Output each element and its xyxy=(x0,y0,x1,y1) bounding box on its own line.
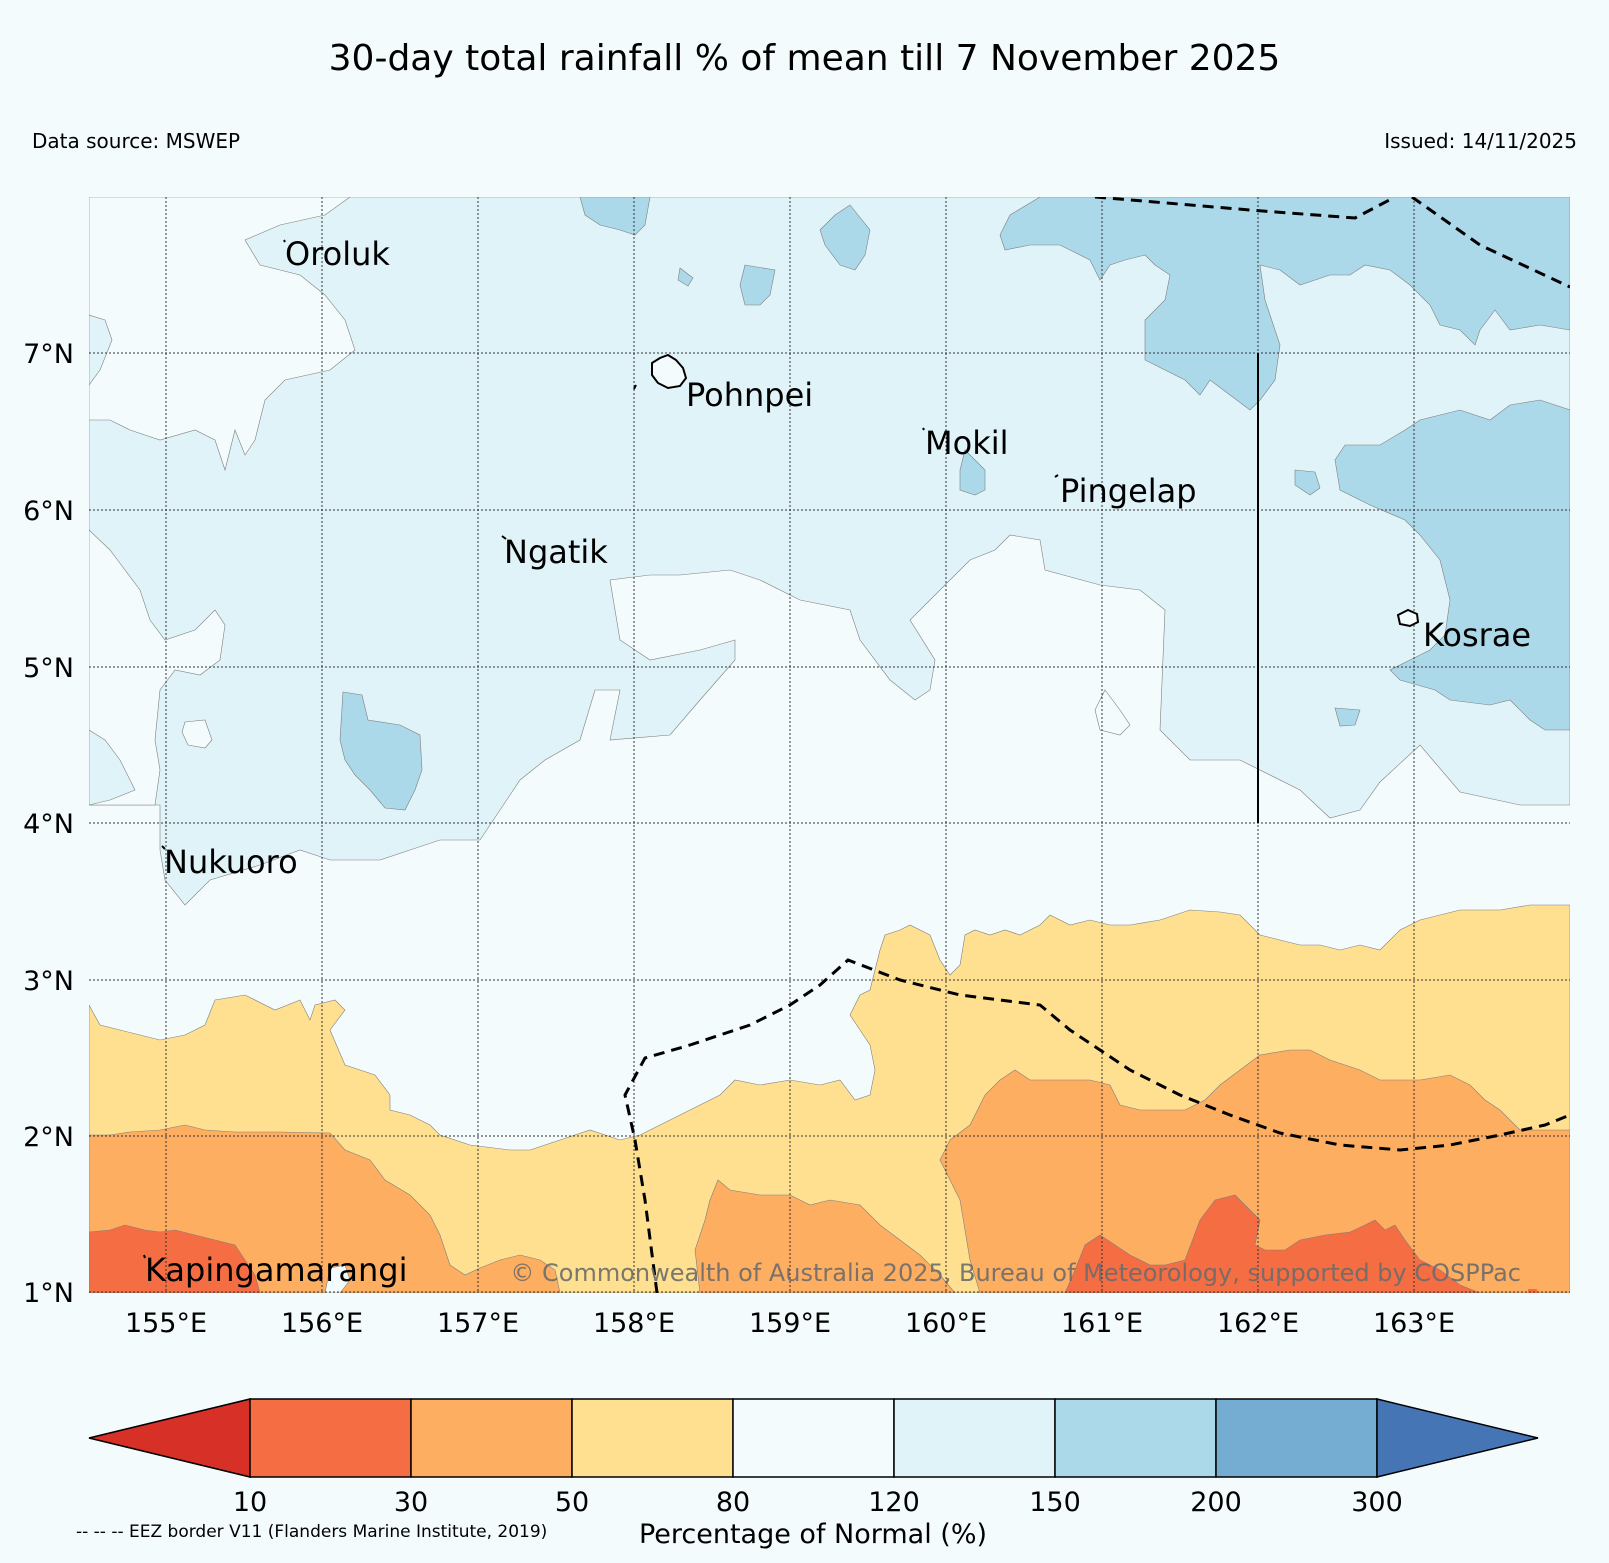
band-80-120-patch xyxy=(89,197,356,472)
longitude-labels: 155°E 156°E 157°E 158°E 159°E 160°E 161°… xyxy=(125,1308,1455,1339)
band-10-30 xyxy=(1064,1194,1481,1293)
pohnpei-island-outline xyxy=(651,353,688,390)
colorbar-tick-label: 150 xyxy=(1029,1487,1081,1518)
band-150-200 xyxy=(959,449,986,496)
ngatik-atoll-mark xyxy=(501,535,507,540)
band-150-200 xyxy=(999,197,1570,411)
colorbar-tick-label: 10 xyxy=(233,1487,267,1518)
lon-label: 157°E xyxy=(437,1308,519,1339)
colorbar-swatch xyxy=(1054,1398,1217,1478)
band-150-200 xyxy=(1294,469,1321,496)
colorbar-extend-low xyxy=(88,1398,251,1478)
place-label-kosrae: Kosrae xyxy=(1423,616,1531,654)
colorbar-ticks: 10 30 50 80 120 150 200 300 xyxy=(233,1487,1403,1518)
lat-label: 7°N xyxy=(23,339,74,370)
mokil-atoll-mark xyxy=(922,427,925,431)
place-label-mokil: Mokil xyxy=(925,424,1009,462)
band-120-150-islet xyxy=(89,729,136,806)
band-80-120-patch xyxy=(181,719,213,749)
lon-label: 161°E xyxy=(1061,1308,1143,1339)
band-30-50 xyxy=(939,1049,1570,1293)
colorbar-tick-label: 80 xyxy=(716,1487,750,1518)
lon-label: 162°E xyxy=(1217,1308,1299,1339)
pingelap-atoll-mark xyxy=(1054,474,1059,478)
lat-label: 2°N xyxy=(23,1122,74,1153)
issued-date-label: Issued: 14/11/2025 xyxy=(1384,129,1577,153)
lat-label: 1°N xyxy=(23,1278,74,1309)
data-source-label: Data source: MSWEP xyxy=(32,129,241,153)
lat-label: 3°N xyxy=(23,966,74,997)
colorbar-swatch xyxy=(732,1398,895,1478)
place-label-kapingamarangi: Kapingamarangi xyxy=(145,1251,407,1289)
colorbar-tick-label: 300 xyxy=(1351,1487,1403,1518)
band-150-200 xyxy=(579,197,651,236)
kosrae-island-outline xyxy=(1396,608,1420,628)
colorbar-extend-high xyxy=(1376,1398,1539,1478)
kapingamarangi-atoll-mark xyxy=(143,1254,146,1259)
place-label-oroluk: Oroluk xyxy=(285,235,390,273)
lon-label: 156°E xyxy=(281,1308,363,1339)
band-80-120-patch xyxy=(324,1264,351,1293)
lon-label: 158°E xyxy=(593,1308,675,1339)
lon-label: 163°E xyxy=(1373,1308,1455,1339)
band-10-30 xyxy=(89,1224,261,1293)
band-150-200 xyxy=(1334,707,1361,727)
map-title: 30-day total rainfall % of mean till 7 N… xyxy=(328,38,1281,79)
lon-label: 160°E xyxy=(905,1308,987,1339)
colorbar-swatch xyxy=(893,1398,1056,1478)
band-80-120-patch xyxy=(1094,689,1131,736)
band-150-200 xyxy=(339,691,423,811)
lat-label: 4°N xyxy=(23,809,74,840)
colorbar-tick-label: 50 xyxy=(555,1487,589,1518)
pohnpei-islet-mark xyxy=(633,384,637,390)
colorbar-tick-label: 30 xyxy=(394,1487,428,1518)
colorbar xyxy=(88,1398,1539,1478)
oroluk-atoll-mark xyxy=(283,239,286,243)
lat-label: 5°N xyxy=(23,653,74,684)
eez-legend-note: -- -- -- EEZ border V11 (Flanders Marine… xyxy=(76,1522,548,1542)
place-label-pingelap: Pingelap xyxy=(1060,472,1197,510)
colorbar-swatch xyxy=(410,1398,573,1478)
colorbar-tick-label: 200 xyxy=(1190,1487,1242,1518)
lon-label: 159°E xyxy=(749,1308,831,1339)
band-30-50 xyxy=(694,1179,956,1293)
rainfall-map: Oroluk Pohnpei Mokil Pingelap Ngatik Kos… xyxy=(89,197,1570,1293)
band-150-200 xyxy=(677,267,694,287)
lon-label: 155°E xyxy=(125,1308,207,1339)
colorbar-swatch xyxy=(249,1398,412,1478)
place-label-pohnpei: Pohnpei xyxy=(686,376,813,414)
latitude-labels: 7°N 6°N 5°N 4°N 3°N 2°N 1°N xyxy=(23,339,74,1309)
band-150-200 xyxy=(1334,399,1570,731)
band-150-200 xyxy=(819,204,871,271)
band-150-200 xyxy=(739,264,776,306)
place-label-ngatik: Ngatik xyxy=(504,533,608,571)
colorbar-title: Percentage of Normal (%) xyxy=(639,1519,987,1550)
lat-label: 6°N xyxy=(23,496,74,527)
copyright-notice: © Commonwealth of Australia 2025, Bureau… xyxy=(510,1259,1521,1287)
colorbar-tick-label: 120 xyxy=(868,1487,920,1518)
eez-border xyxy=(623,197,1570,1293)
colorbar-swatch xyxy=(571,1398,734,1478)
band-120-150-islet xyxy=(89,314,113,386)
place-label-nukuoro: Nukuoro xyxy=(164,843,298,881)
nukuoro-atoll-mark xyxy=(161,845,166,850)
colorbar-swatch xyxy=(1215,1398,1378,1478)
